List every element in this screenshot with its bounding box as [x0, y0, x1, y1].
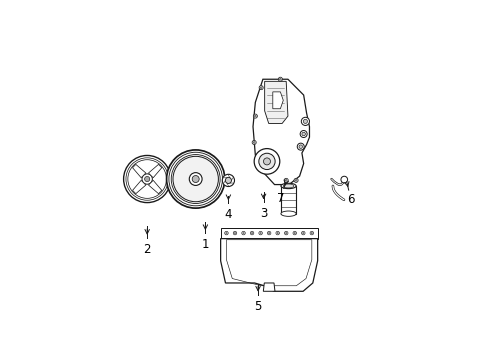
Circle shape [142, 174, 152, 184]
Circle shape [250, 231, 254, 235]
Polygon shape [220, 239, 318, 291]
Text: 4: 4 [224, 208, 232, 221]
Circle shape [123, 156, 171, 203]
Circle shape [279, 78, 281, 80]
Circle shape [192, 176, 199, 183]
Polygon shape [265, 81, 288, 123]
Polygon shape [263, 283, 275, 291]
Circle shape [295, 180, 297, 181]
Circle shape [225, 177, 231, 184]
Circle shape [299, 145, 302, 148]
Text: 7: 7 [277, 192, 285, 205]
Circle shape [301, 231, 305, 235]
Circle shape [277, 233, 278, 234]
Text: 1: 1 [202, 238, 209, 251]
Circle shape [253, 114, 257, 118]
Circle shape [225, 178, 227, 180]
Circle shape [268, 231, 271, 235]
Circle shape [264, 158, 270, 165]
Circle shape [260, 87, 262, 89]
Circle shape [301, 117, 310, 125]
Circle shape [254, 115, 256, 117]
Circle shape [341, 176, 347, 183]
Circle shape [297, 143, 304, 150]
Polygon shape [132, 165, 146, 178]
Circle shape [303, 119, 307, 123]
Circle shape [302, 132, 305, 136]
Circle shape [284, 178, 288, 183]
Circle shape [285, 231, 288, 235]
Circle shape [242, 231, 245, 235]
Text: 3: 3 [260, 207, 267, 220]
Circle shape [259, 153, 275, 170]
Circle shape [311, 233, 313, 234]
Polygon shape [273, 92, 283, 109]
Circle shape [269, 233, 270, 234]
Circle shape [173, 156, 219, 202]
Circle shape [276, 231, 279, 235]
Circle shape [226, 233, 227, 234]
Circle shape [285, 180, 287, 181]
Circle shape [260, 233, 261, 234]
Ellipse shape [281, 211, 296, 216]
Circle shape [294, 178, 298, 183]
Circle shape [300, 131, 307, 138]
Circle shape [251, 233, 253, 234]
Ellipse shape [283, 184, 294, 188]
Circle shape [259, 231, 262, 235]
Circle shape [294, 233, 295, 234]
Polygon shape [220, 228, 318, 239]
Text: 5: 5 [254, 300, 262, 312]
Circle shape [243, 233, 244, 234]
Circle shape [225, 231, 228, 235]
Circle shape [145, 176, 150, 181]
Text: 6: 6 [347, 193, 355, 206]
Circle shape [222, 174, 235, 186]
Circle shape [259, 86, 263, 90]
Polygon shape [148, 165, 162, 178]
Text: 2: 2 [144, 243, 151, 256]
Circle shape [224, 177, 228, 181]
Circle shape [233, 231, 237, 235]
Circle shape [254, 149, 280, 174]
Circle shape [286, 233, 287, 234]
Circle shape [234, 233, 236, 234]
Circle shape [303, 233, 304, 234]
Polygon shape [132, 180, 146, 194]
Circle shape [252, 140, 256, 144]
Polygon shape [148, 180, 162, 194]
Circle shape [253, 141, 255, 143]
Circle shape [278, 77, 282, 81]
Polygon shape [281, 186, 296, 214]
Circle shape [189, 173, 202, 185]
Circle shape [167, 150, 225, 208]
Circle shape [310, 231, 314, 235]
Polygon shape [253, 79, 310, 185]
Circle shape [293, 231, 296, 235]
Ellipse shape [281, 183, 296, 189]
